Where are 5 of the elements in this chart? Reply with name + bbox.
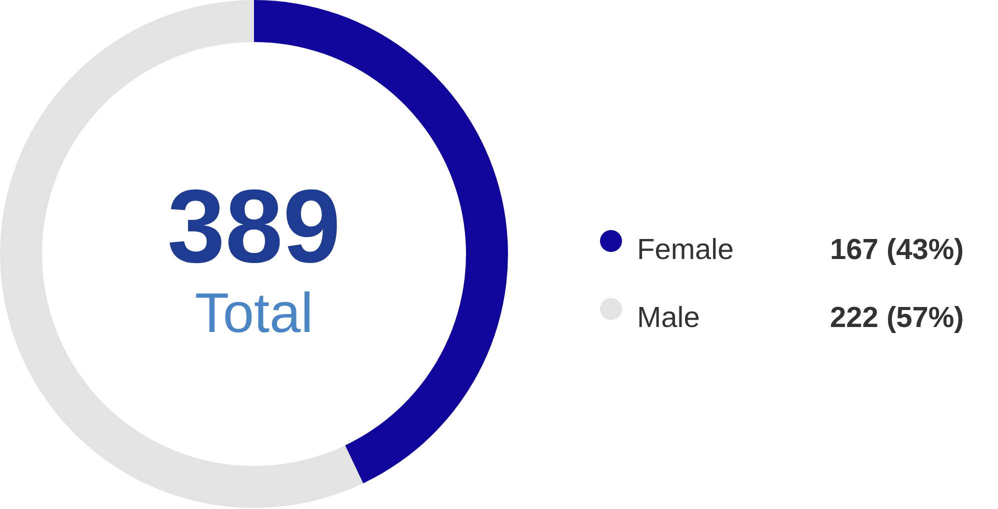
legend-label: Female [637, 234, 734, 266]
legend-label: Male [637, 302, 700, 334]
data-label: 167 (43%) [830, 234, 964, 266]
data-label: 222 (57%) [830, 302, 964, 334]
donut-slice [0, 0, 364, 508]
